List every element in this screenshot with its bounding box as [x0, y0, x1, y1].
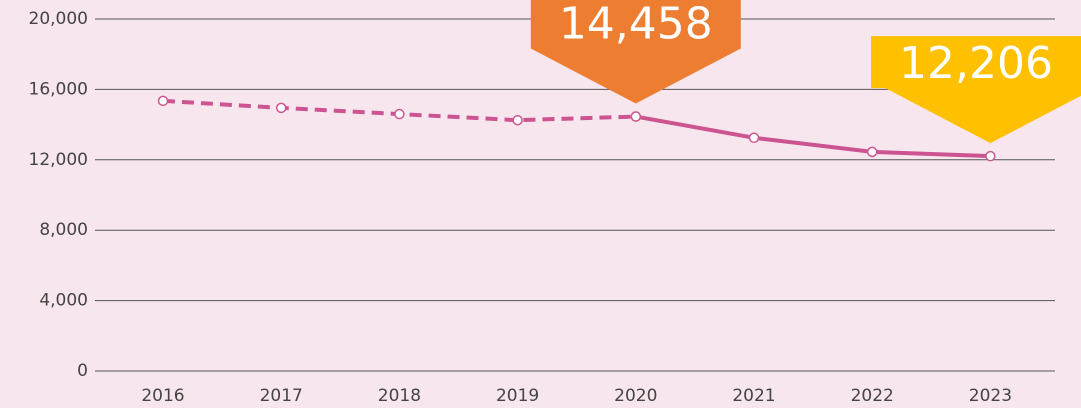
x-tick-label: 2016	[141, 386, 184, 406]
annotation-callout	[530, 0, 741, 104]
x-tick-label: 2020	[614, 386, 657, 406]
y-tick-label: 12,000	[29, 150, 88, 170]
point	[394, 108, 405, 120]
y-tick-label: 0	[77, 361, 88, 381]
annotation-label: 14,458	[559, 0, 713, 50]
line	[635, 114, 991, 159]
y-tick-label: 20,000	[29, 9, 88, 29]
x-tick-label: 2023	[969, 386, 1012, 406]
point	[512, 114, 523, 126]
annotation-callout	[871, 36, 1081, 144]
x-tick-label: 2017	[260, 386, 303, 406]
y-tick-label: 8,000	[39, 220, 88, 240]
y-tick-label: 4,000	[39, 291, 88, 311]
point	[866, 146, 878, 158]
x-tick-label: 2019	[496, 386, 539, 406]
y-tick-label: 16,000	[29, 79, 88, 99]
point	[630, 111, 642, 122]
point	[157, 95, 169, 107]
point	[748, 132, 760, 144]
x-tick-label: 2021	[732, 386, 775, 406]
x-tick-label: 2018	[378, 386, 421, 406]
annotation-label: 12,206	[899, 38, 1053, 89]
point	[985, 150, 996, 162]
x-tick-label: 2022	[851, 386, 894, 406]
point	[275, 102, 287, 114]
